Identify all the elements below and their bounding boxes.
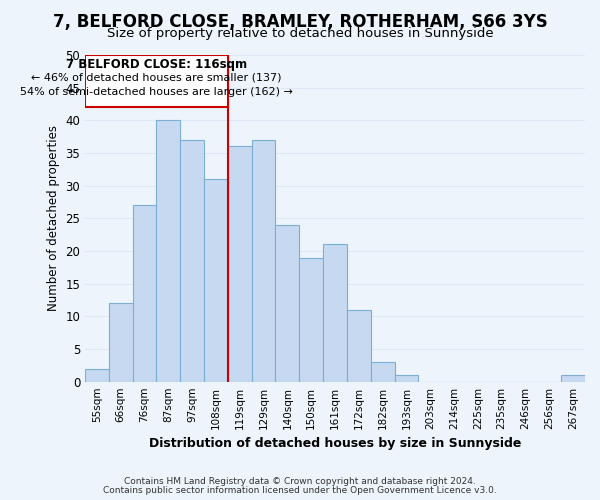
Text: Contains HM Land Registry data © Crown copyright and database right 2024.: Contains HM Land Registry data © Crown c… [124, 477, 476, 486]
Text: 7, BELFORD CLOSE, BRAMLEY, ROTHERHAM, S66 3YS: 7, BELFORD CLOSE, BRAMLEY, ROTHERHAM, S6… [53, 12, 547, 30]
Bar [180, 140, 204, 382]
Text: 7 BELFORD CLOSE: 116sqm: 7 BELFORD CLOSE: 116sqm [66, 58, 247, 71]
Bar [347, 310, 371, 382]
Y-axis label: Number of detached properties: Number of detached properties [47, 126, 60, 312]
Bar [85, 368, 109, 382]
Bar [228, 146, 251, 382]
Bar [251, 140, 275, 382]
Bar [299, 258, 323, 382]
Bar [275, 225, 299, 382]
Bar [133, 206, 157, 382]
Bar [204, 179, 228, 382]
Text: ← 46% of detached houses are smaller (137): ← 46% of detached houses are smaller (13… [31, 73, 281, 83]
Bar [323, 244, 347, 382]
Text: Size of property relative to detached houses in Sunnyside: Size of property relative to detached ho… [107, 28, 493, 40]
Bar [109, 304, 133, 382]
Text: 54% of semi-detached houses are larger (162) →: 54% of semi-detached houses are larger (… [20, 87, 293, 97]
Bar [561, 375, 585, 382]
Bar [395, 375, 418, 382]
Bar [157, 120, 180, 382]
Text: Contains public sector information licensed under the Open Government Licence v3: Contains public sector information licen… [103, 486, 497, 495]
Bar [371, 362, 395, 382]
FancyBboxPatch shape [85, 55, 228, 108]
X-axis label: Distribution of detached houses by size in Sunnyside: Distribution of detached houses by size … [149, 437, 521, 450]
